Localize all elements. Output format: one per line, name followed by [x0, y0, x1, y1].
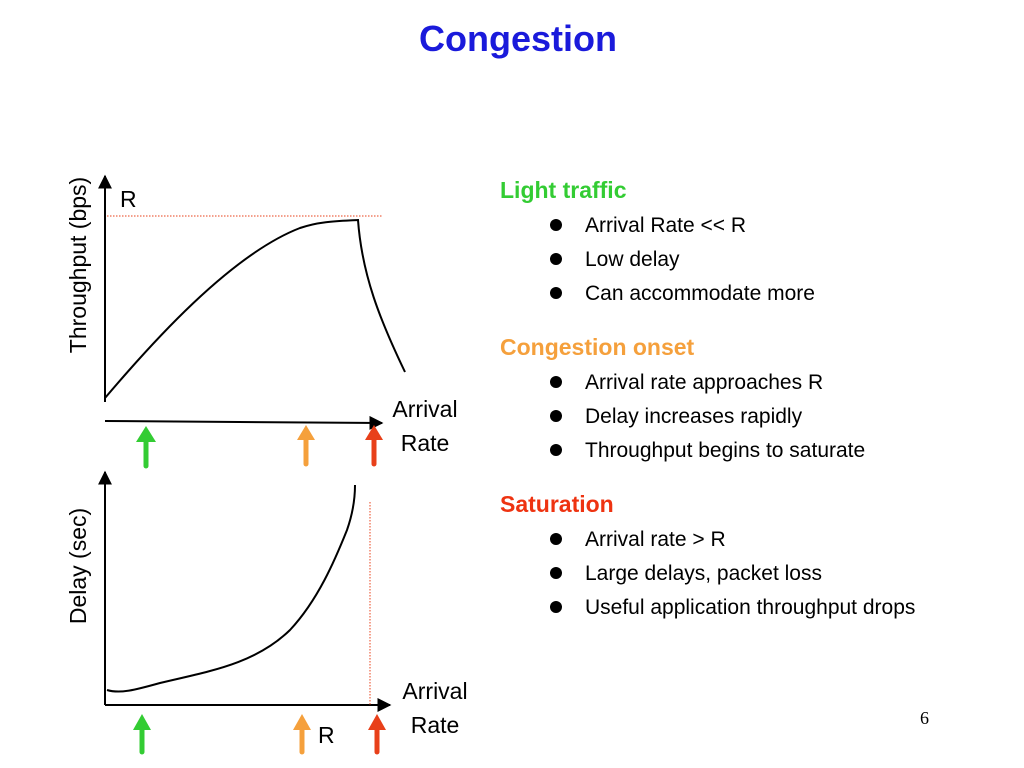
- light-traffic-arrow-top: [136, 426, 156, 469]
- delay-y-axis-label: Delay (sec): [65, 508, 91, 624]
- bullet-icon: [550, 219, 562, 231]
- congestion-onset-bullets: Arrival rate approaches R Delay increase…: [500, 369, 980, 465]
- congestion-onset-section: Congestion onset Arrival rate approaches…: [500, 331, 980, 465]
- saturation-section: Saturation Arrival rate > R Large delays…: [500, 488, 980, 622]
- throughput-x-axis: [104, 415, 384, 430]
- saturation-arrow-bottom: [368, 714, 386, 755]
- delay-curve: [106, 484, 356, 693]
- list-item: Large delays, packet loss: [500, 560, 935, 588]
- delay-r-label: R: [318, 722, 335, 748]
- throughput-x-axis-label-arrival: Arrival: [392, 396, 457, 422]
- throughput-x-axis-label-rate: Rate: [401, 430, 450, 456]
- bullet-icon: [550, 444, 562, 456]
- list-item: Arrival Rate << R: [500, 212, 935, 240]
- light-traffic-bullets: Arrival Rate << R Low delay Can accommod…: [500, 212, 980, 308]
- light-traffic-arrow-bottom: [133, 714, 151, 755]
- bullet-icon: [550, 567, 562, 579]
- list-item: Throughput begins to saturate: [500, 437, 935, 465]
- throughput-r-label: R: [120, 186, 137, 212]
- delay-x-axis-label-arrival: Arrival: [402, 678, 467, 704]
- delay-x-axis-label-rate: Rate: [411, 712, 460, 738]
- saturation-arrow-top: [365, 425, 383, 467]
- bullet-icon: [550, 376, 562, 388]
- bullet-icon: [550, 253, 562, 265]
- light-traffic-heading: Light traffic: [500, 177, 627, 203]
- page-number: 6: [920, 708, 929, 728]
- saturation-heading: Saturation: [500, 491, 614, 517]
- list-item: Arrival rate > R: [500, 526, 935, 554]
- congestion-onset-arrow-bottom: [293, 714, 311, 755]
- saturation-bullets: Arrival rate > R Large delays, packet lo…: [500, 526, 980, 622]
- list-item: Low delay: [500, 246, 935, 274]
- traffic-regimes-panel: Light traffic Arrival Rate << R Low dela…: [500, 174, 980, 645]
- throughput-y-axis-label: Throughput (bps): [65, 177, 91, 353]
- bullet-icon: [550, 410, 562, 422]
- throughput-curve: [104, 218, 406, 399]
- bullet-icon: [550, 533, 562, 545]
- congestion-diagram: Throughput (bps) R Arrival Rate Delay (s…: [65, 174, 468, 755]
- slide-title: Congestion: [419, 18, 617, 59]
- light-traffic-section: Light traffic Arrival Rate << R Low dela…: [500, 174, 980, 308]
- throughput-chart: Throughput (bps) R Arrival Rate: [65, 174, 458, 469]
- congestion-onset-arrow-top: [297, 425, 315, 467]
- delay-chart: Delay (sec) R Arrival Rate: [65, 470, 468, 755]
- congestion-onset-heading: Congestion onset: [500, 334, 695, 360]
- list-item: Useful application throughput drops: [500, 594, 935, 622]
- bullet-icon: [550, 601, 562, 613]
- list-item: Can accommodate more: [500, 280, 935, 308]
- bullet-icon: [550, 287, 562, 299]
- list-item: Arrival rate approaches R: [500, 369, 935, 397]
- list-item: Delay increases rapidly: [500, 403, 935, 431]
